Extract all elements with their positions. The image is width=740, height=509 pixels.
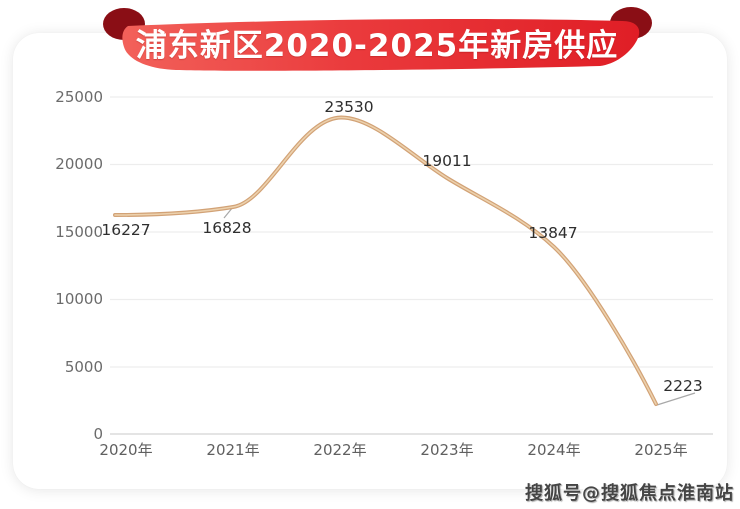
- y-axis-tick-label: 0: [93, 425, 103, 443]
- data-point-label: 16227: [101, 221, 151, 239]
- x-axis-tick-label: 2023年: [420, 441, 474, 459]
- x-axis-tick-label: 2020年: [99, 441, 153, 459]
- data-point-label: 23530: [324, 98, 374, 116]
- data-point-label: 16828: [202, 219, 252, 237]
- x-axis-tick-label: 2022年: [313, 441, 367, 459]
- x-axis-tick-label: 2024年: [527, 441, 581, 459]
- ribbon-body: [122, 18, 640, 71]
- watermark: 搜狐号@搜狐焦点淮南站: [525, 483, 734, 504]
- supply-trend-line: [113, 115, 658, 406]
- data-point-label: 19011: [422, 152, 472, 170]
- x-axis-tick-label: 2025年: [634, 441, 688, 459]
- y-axis-tick-label: 20000: [55, 155, 103, 173]
- y-axis-tick-label: 10000: [55, 290, 103, 308]
- chart-card: [13, 33, 727, 489]
- label-leader-line: [656, 392, 696, 406]
- title-ribbon: [103, 7, 652, 71]
- leader-lines: [223, 206, 696, 406]
- x-axis-tick-label: 2021年: [206, 441, 260, 459]
- page-title: 浦东新区2020-2025年新房供应: [135, 28, 619, 64]
- y-axis-tick-label: 25000: [55, 88, 103, 106]
- y-axis-tick-label: 5000: [64, 358, 103, 376]
- y-axis-tick-label: 15000: [55, 223, 103, 241]
- gridlines: [110, 96, 713, 435]
- data-point-label: 2223: [663, 377, 703, 395]
- data-point-label: 13847: [528, 224, 578, 242]
- supply-trend-line-highlight: [114, 116, 657, 405]
